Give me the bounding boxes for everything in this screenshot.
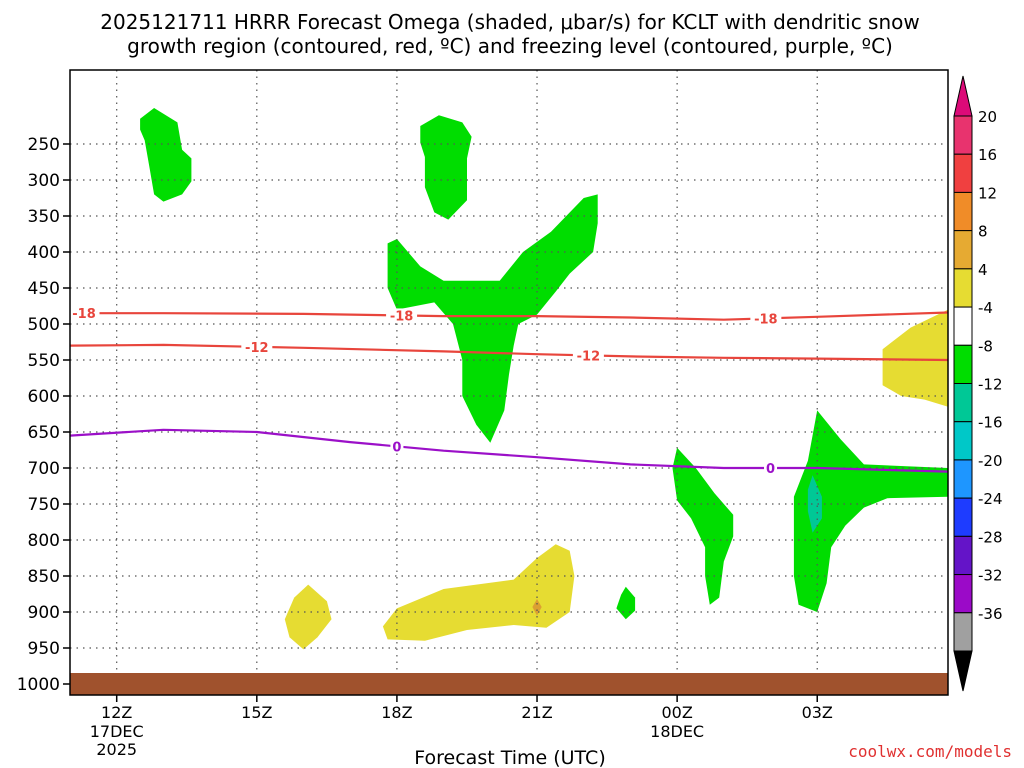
colorbar-label-0: 20 <box>978 108 997 126</box>
colorbar-label-11: -28 <box>978 528 1003 546</box>
x-tick-label-00Z: 00Z <box>661 703 692 722</box>
colorbar-swatch-6 <box>953 344 973 384</box>
contour-label--18-0: -18 <box>72 307 96 322</box>
contour-label-bg <box>68 306 100 321</box>
colorbar-label-8: -16 <box>978 414 1003 432</box>
contour-label-bg <box>386 308 418 323</box>
chart-title-line1: 2025121711 HRRR Forecast Omega (shaded, … <box>100 10 919 34</box>
omega-region-3 <box>672 447 734 605</box>
y-tick-label-550: 550 <box>28 351 60 371</box>
omega-region-7 <box>284 584 332 650</box>
omega-region-0 <box>140 108 192 202</box>
y-tick-label-950: 950 <box>28 639 60 659</box>
contour-label-0-1: 0 <box>766 462 775 477</box>
y-tick-label-300: 300 <box>28 171 60 191</box>
x-tick-label-21Z: 21Z <box>521 703 552 722</box>
x-tick-label-15Z: 15Z <box>241 703 272 722</box>
omega-region-10 <box>532 599 542 616</box>
colorbar-label-1: 16 <box>978 146 997 164</box>
colorbar-label-2: 12 <box>978 184 997 202</box>
colorbar-label-13: -36 <box>978 605 1003 623</box>
contour-label-0-0: 0 <box>392 440 401 455</box>
colorbar-swatch-12 <box>953 574 973 614</box>
contour-label-bg <box>572 348 604 363</box>
contour-label-bg <box>241 339 273 354</box>
contour-label--12-1: -12 <box>577 349 601 364</box>
x-axis-label: Forecast Time (UTC) <box>414 747 605 768</box>
contour--18 <box>70 311 949 321</box>
surface-ground <box>70 673 948 695</box>
x-tick-date-12Z: 17DEC <box>90 722 144 741</box>
colorbar: 20 16 12 8 4 -4 -8 -12 -16 -20 -24 -28 -32 -36 <box>953 75 1003 692</box>
colorbar-label-10: -24 <box>978 490 1003 508</box>
chart-title-line2: growth region (contoured, red, ºC) and f… <box>127 34 893 58</box>
omega-region-2 <box>387 194 598 443</box>
y-tick-label-850: 850 <box>28 567 60 587</box>
colorbar-bottom-arrow <box>953 650 973 692</box>
y-tick-label-450: 450 <box>28 279 60 299</box>
colorbar-swatch-9 <box>953 459 973 499</box>
x-tick-date-00Z: 18DEC <box>650 722 704 741</box>
x-tick-label-18Z: 18Z <box>381 703 412 722</box>
x-tick-label-03Z: 03Z <box>802 703 833 722</box>
colorbar-label-12: -32 <box>978 567 1003 585</box>
plot-frame <box>69 69 949 696</box>
y-tick-label-700: 700 <box>28 459 60 479</box>
colorbar-swatch-1 <box>953 153 973 193</box>
colorbar-swatch-5 <box>953 306 973 346</box>
omega-region-6 <box>807 475 822 533</box>
colorbar-top-arrow <box>953 75 973 117</box>
colorbar-swatch-4 <box>953 268 973 308</box>
omega-shading <box>140 108 948 650</box>
colorbar-swatch-7 <box>953 383 973 423</box>
omega-region-8 <box>382 544 575 641</box>
x-tick-year-12Z: 2025 <box>96 740 137 759</box>
y-tick-label-350: 350 <box>28 207 60 227</box>
contour--12 <box>69 343 949 362</box>
colorbar-label-5: -4 <box>978 299 993 317</box>
contour-label--18-2: -18 <box>754 312 778 327</box>
colorbar-swatch-0 <box>953 115 973 155</box>
omega-region-4 <box>793 410 948 612</box>
y-tick-label-800: 800 <box>28 531 60 551</box>
colorbar-label-9: -20 <box>978 452 1003 470</box>
y-tick-label-600: 600 <box>28 387 60 407</box>
y-tick-label-650: 650 <box>28 423 60 443</box>
y-tick-label-400: 400 <box>28 243 60 263</box>
x-tick-label-12Z: 12Z <box>101 703 132 722</box>
contour-label--12-0: -12 <box>245 341 269 356</box>
contour-label--18-1: -18 <box>390 309 414 324</box>
colorbar-swatch-13 <box>953 612 973 652</box>
contour-label-bg <box>750 311 782 326</box>
colorbar-label-7: -12 <box>978 376 1003 394</box>
colorbar-swatch-10 <box>953 497 973 537</box>
colorbar-swatch-3 <box>953 230 973 270</box>
omega-region-1 <box>420 115 472 220</box>
y-tick-label-500: 500 <box>28 315 60 335</box>
contour-label-bg <box>390 439 404 454</box>
colorbar-swatch-8 <box>953 421 973 461</box>
y-tick-label-750: 750 <box>28 495 60 515</box>
watermark: coolwx.com/models <box>848 742 1012 761</box>
colorbar-swatch-11 <box>953 535 973 576</box>
omega-region-9 <box>882 309 948 407</box>
colorbar-swatch-2 <box>953 191 973 232</box>
y-axis-ticks: 250 300 350 400 450 500 550 600 650 700 750 800 850 9… <box>17 135 70 695</box>
contour-label-bg <box>764 461 778 475</box>
y-tick-label-250: 250 <box>28 135 60 155</box>
omega-region-5 <box>616 586 636 620</box>
contour-lines: -18 -18 -18 -12 -12 0 0 <box>68 306 949 477</box>
y-tick-label-1000: 1000 <box>17 675 60 695</box>
y-tick-label-900: 900 <box>28 603 60 623</box>
colorbar-label-3: 8 <box>978 223 988 241</box>
colorbar-label-4: 4 <box>978 261 988 279</box>
colorbar-label-6: -8 <box>978 337 993 355</box>
